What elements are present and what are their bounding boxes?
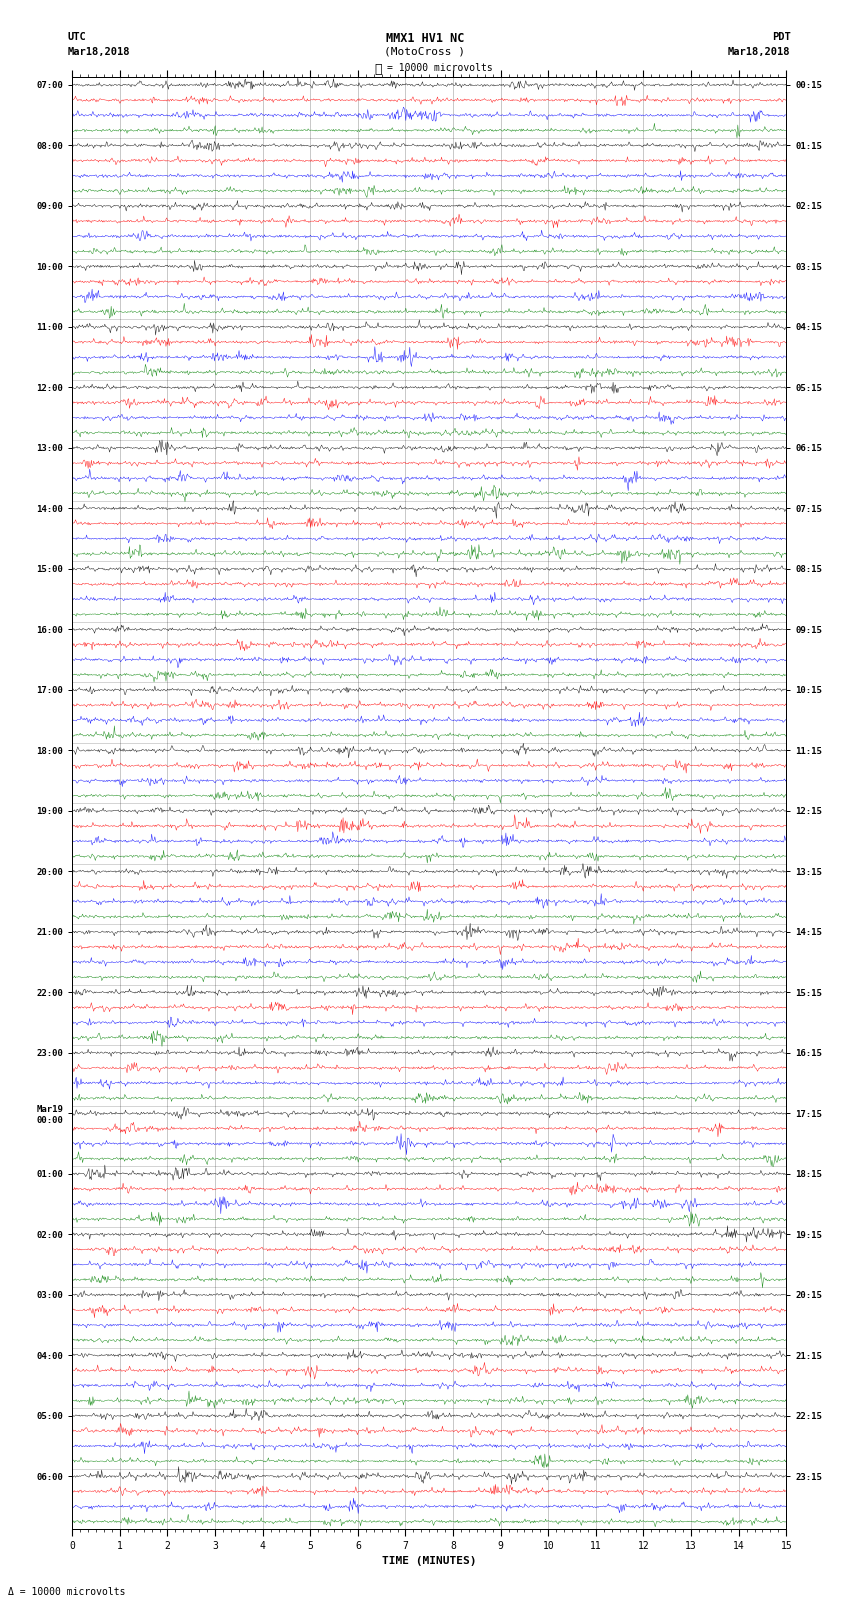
Text: Δ = 10000 microvolts: Δ = 10000 microvolts: [8, 1587, 126, 1597]
Text: Mar18,2018: Mar18,2018: [728, 47, 791, 56]
Text: UTC: UTC: [68, 32, 87, 42]
Text: = 10000 microvolts: = 10000 microvolts: [387, 63, 492, 73]
Text: Mar18,2018: Mar18,2018: [68, 47, 131, 56]
X-axis label: TIME (MINUTES): TIME (MINUTES): [382, 1557, 477, 1566]
Text: MMX1 HV1 NC: MMX1 HV1 NC: [386, 32, 464, 45]
Text: ⎹: ⎹: [375, 63, 382, 76]
Text: (MotoCross ): (MotoCross ): [384, 47, 466, 56]
Text: PDT: PDT: [772, 32, 791, 42]
